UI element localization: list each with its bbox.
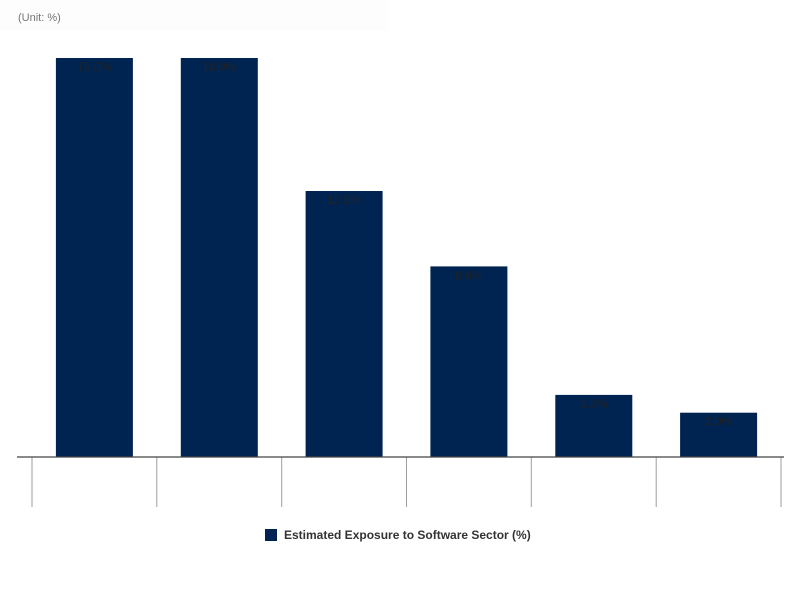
- data-label-1: 18.0%: [77, 60, 111, 74]
- legend-swatch: [265, 529, 277, 541]
- data-label-4: 8.6%: [455, 268, 483, 282]
- unit-label-background: [0, 0, 388, 30]
- data-labels-group: 18.0% 18.0% 12.0% 8.6% 2.8% 2.0%: [77, 60, 732, 429]
- bar-6: [680, 412, 758, 457]
- bars-group: [55, 58, 758, 457]
- data-label-5: 2.8%: [580, 397, 608, 411]
- data-label-3: 12.0%: [327, 193, 361, 207]
- bar-2: [180, 58, 258, 457]
- legend-label: Estimated Exposure to Software Sector (%…: [284, 528, 531, 542]
- data-label-2: 18.0%: [202, 60, 236, 74]
- bar-4: [430, 266, 508, 457]
- legend: Estimated Exposure to Software Sector (%…: [265, 528, 531, 542]
- data-label-6: 2.0%: [705, 415, 733, 429]
- unit-label: (Unit: %): [18, 12, 61, 24]
- bar-5: [555, 394, 633, 457]
- bar-3: [305, 191, 383, 457]
- x-axis-ticks: [31, 457, 782, 507]
- bar-1: [55, 58, 133, 457]
